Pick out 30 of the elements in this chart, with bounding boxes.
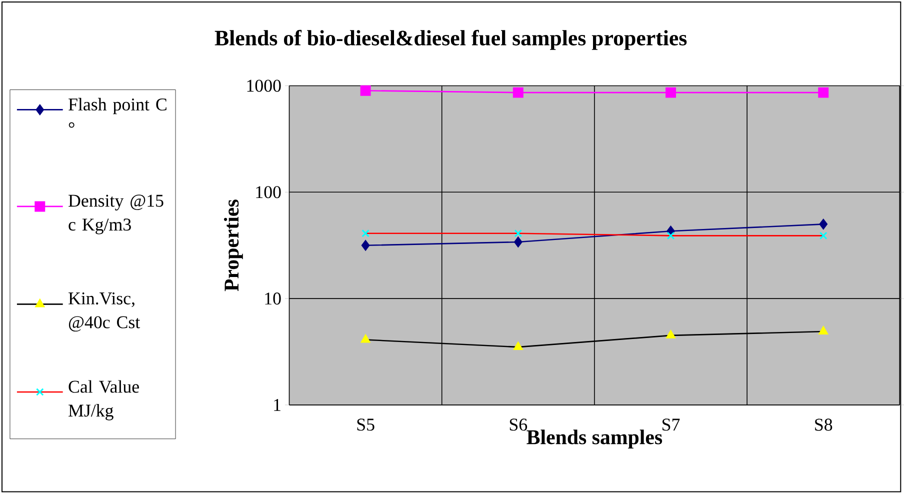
point	[819, 219, 828, 230]
point	[512, 87, 524, 98]
point	[361, 240, 370, 251]
y-tick-label: 10	[265, 292, 281, 305]
point	[362, 230, 370, 238]
legend-label: Kin.Visc, @40c Cst	[68, 292, 140, 332]
x-tick-label: S6	[510, 418, 528, 431]
point	[514, 342, 523, 350]
y-tick-label: 1000	[247, 80, 281, 92]
point	[360, 86, 371, 96]
point	[666, 232, 675, 240]
legend-label: Cal Value MJ/kg	[68, 380, 139, 420]
point	[360, 334, 370, 343]
chart-title: Blends of bio-diesel&diesel fuel samples properties	[214, 30, 687, 50]
legend-label: Density @15 c Kg/m3	[68, 194, 164, 234]
x-tick-label: S8	[815, 418, 832, 431]
x-tick-label: S7	[662, 418, 680, 431]
legend-label: Flash point C °	[68, 98, 166, 128]
point	[818, 87, 829, 98]
y-tick-label: 100	[256, 186, 281, 198]
point	[514, 236, 522, 248]
point	[666, 87, 676, 98]
y-axis-title: Properties	[224, 200, 243, 292]
point	[818, 326, 828, 335]
point	[666, 330, 676, 339]
point	[514, 230, 522, 238]
x-axis-title: Blends samples	[526, 430, 662, 449]
y-tick-label: 1	[274, 399, 280, 411]
point	[819, 232, 828, 240]
x-tick-label: S5	[357, 418, 374, 431]
